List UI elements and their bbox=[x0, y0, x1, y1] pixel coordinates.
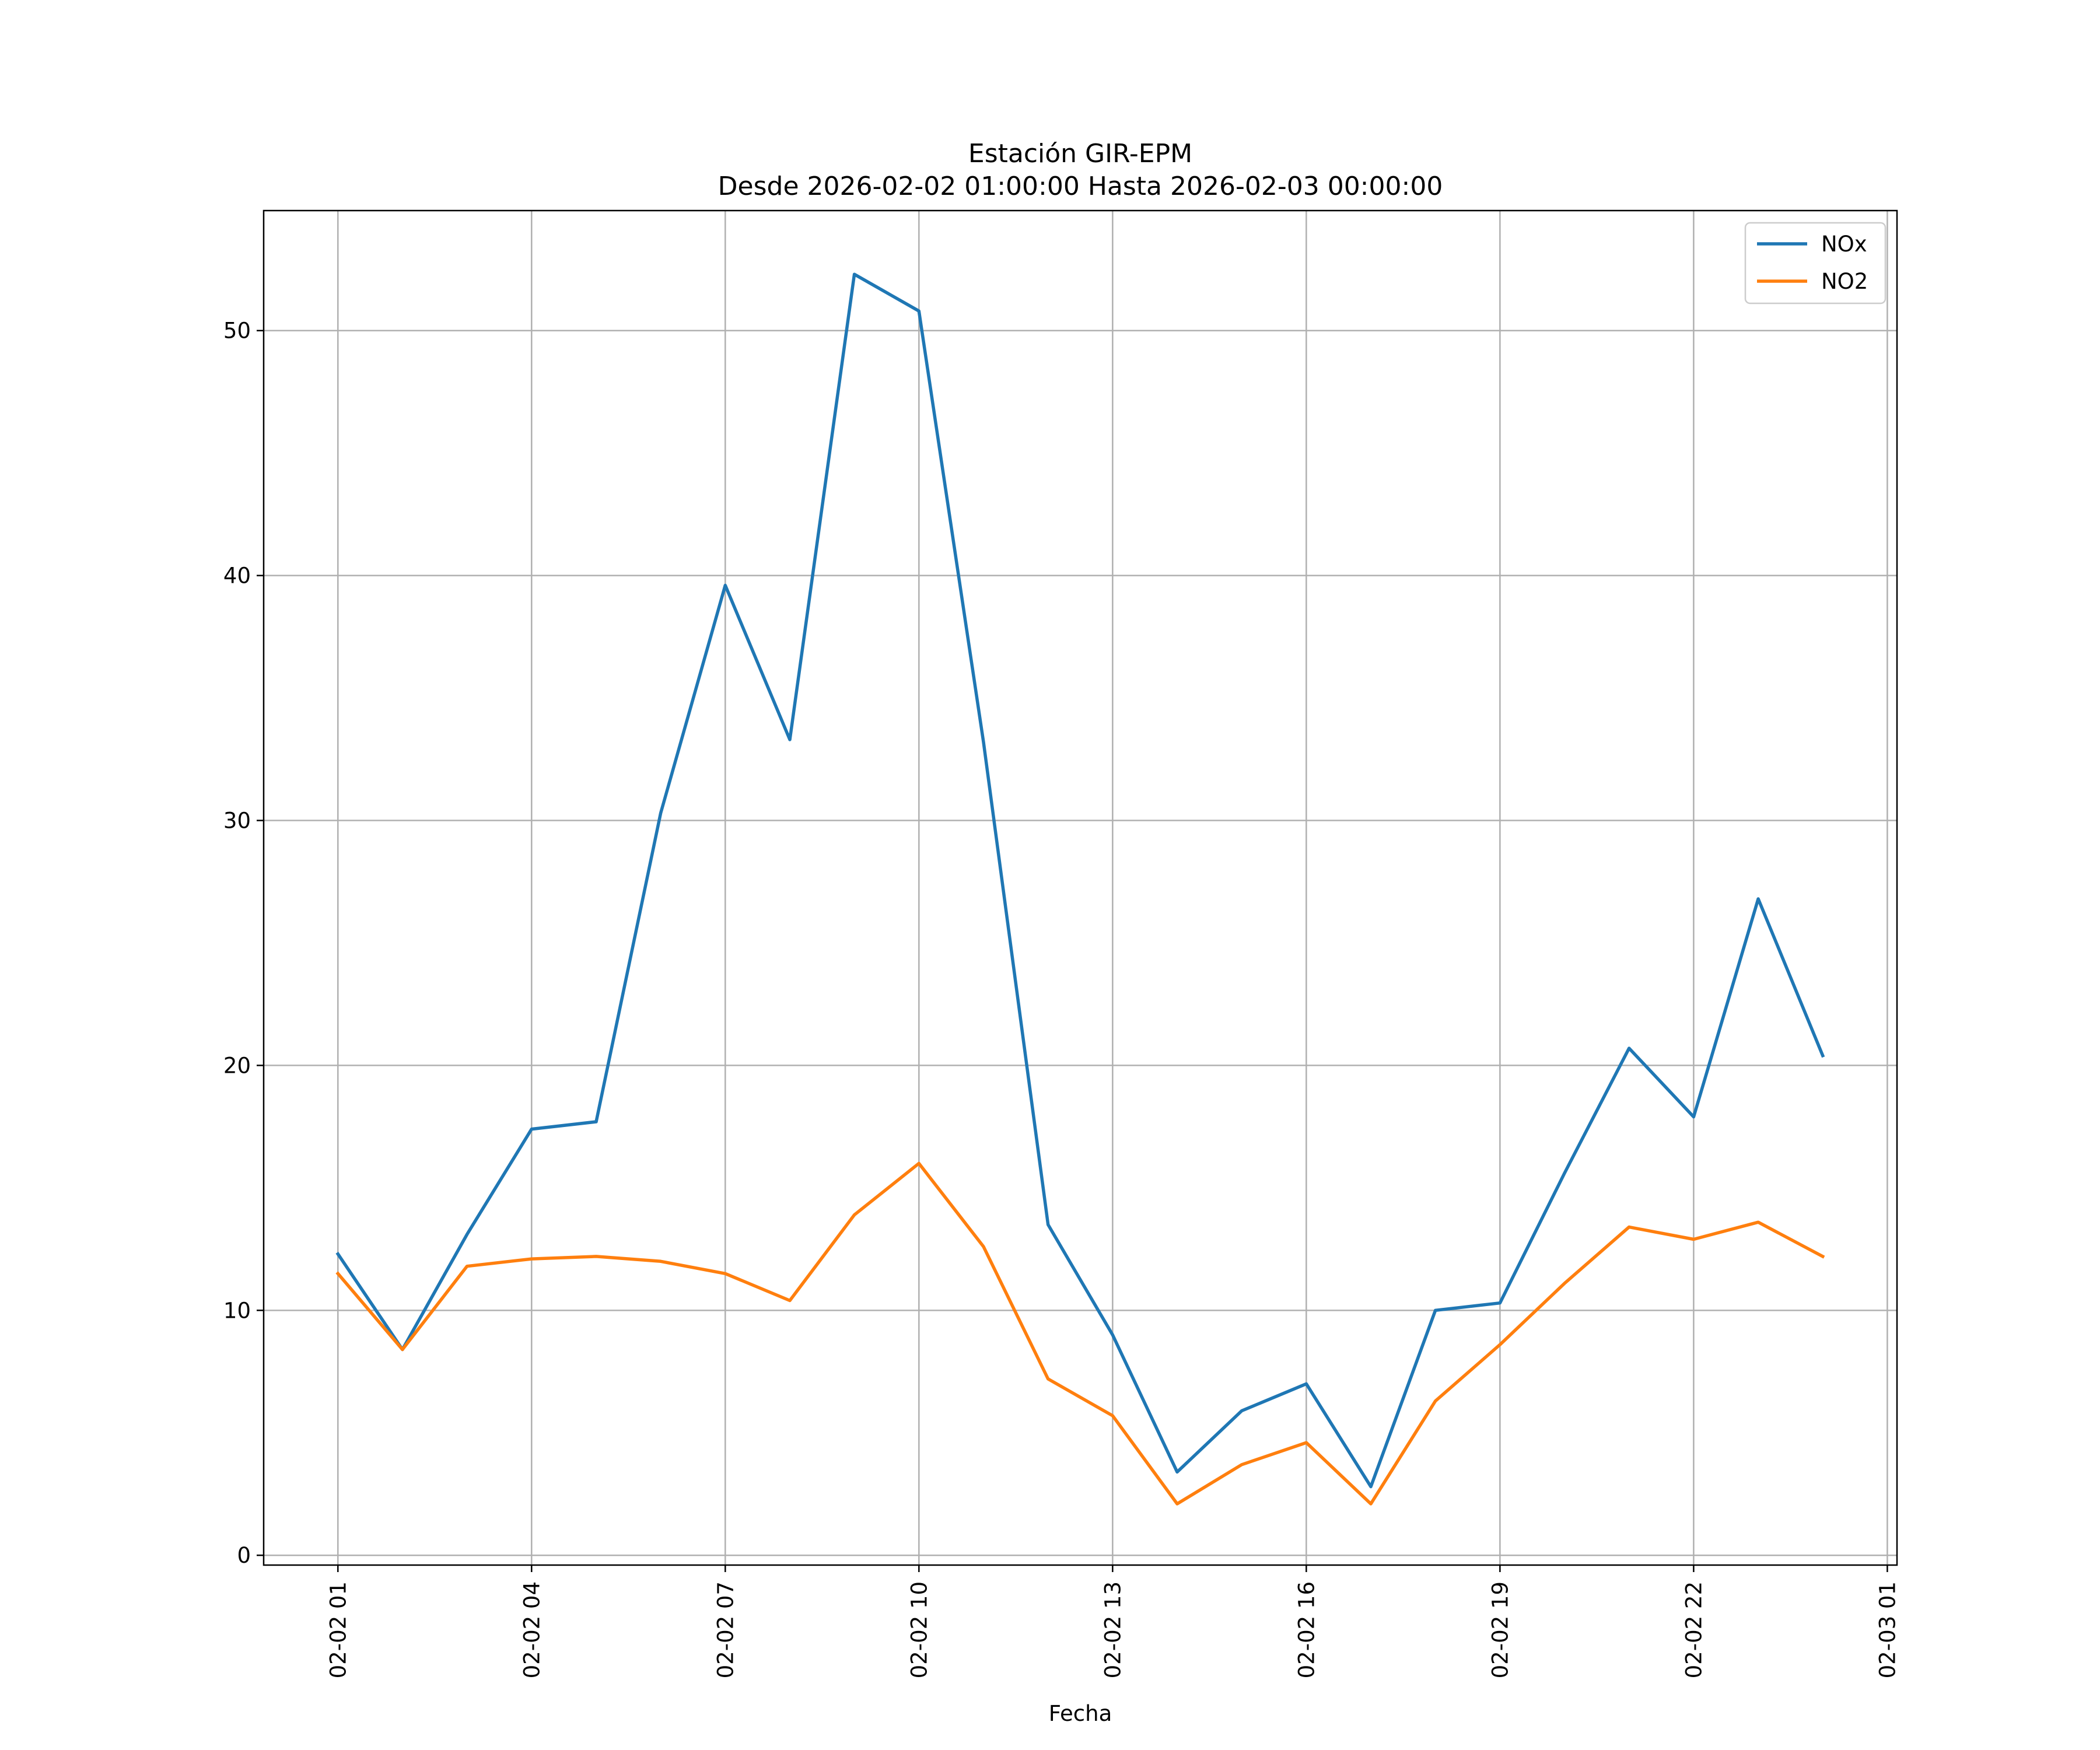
series-lines bbox=[335, 272, 1825, 1506]
legend-label-no2: NO2 bbox=[1821, 269, 1868, 294]
y-tick-label: 0 bbox=[237, 1543, 251, 1568]
y-tick-label: 10 bbox=[223, 1298, 251, 1323]
y-tick-label: 30 bbox=[223, 808, 251, 834]
grid bbox=[264, 211, 1897, 1565]
x-tick-label: 02-02 16 bbox=[1294, 1581, 1319, 1678]
series-line-no2 bbox=[335, 1161, 1825, 1506]
x-tick-label: 02-02 01 bbox=[326, 1581, 351, 1678]
x-tick-label: 02-02 07 bbox=[713, 1581, 738, 1678]
y-tick-label: 40 bbox=[223, 564, 251, 589]
legend: NOx NO2 bbox=[1744, 222, 1887, 304]
x-tick-label: 02-03 01 bbox=[1875, 1581, 1900, 1678]
legend-label-nox: NOx bbox=[1821, 232, 1867, 257]
x-tick-label: 02-02 04 bbox=[519, 1581, 544, 1678]
x-tick-label: 02-02 19 bbox=[1488, 1581, 1513, 1678]
x-tick-label: 02-02 13 bbox=[1100, 1581, 1125, 1678]
series-line-nox bbox=[335, 272, 1825, 1489]
y-tick-label: 50 bbox=[223, 318, 251, 344]
x-tick-label: 02-02 10 bbox=[907, 1581, 932, 1678]
chart-subtitle: Desde 2026-02-02 01:00:00 Hasta 2026-02-… bbox=[718, 172, 1443, 201]
x-tick-label: 02-02 22 bbox=[1681, 1581, 1706, 1678]
axis-ticks: 02-02 01 02-02 04 02-02 07 02-02 10 02-02 13… bbox=[223, 318, 1900, 1679]
y-tick-label: 20 bbox=[223, 1053, 251, 1078]
chart-title: Estación GIR-EPM bbox=[968, 139, 1192, 169]
x-axis-label: Fecha bbox=[1049, 1701, 1112, 1726]
plot-frame bbox=[262, 209, 1898, 1566]
